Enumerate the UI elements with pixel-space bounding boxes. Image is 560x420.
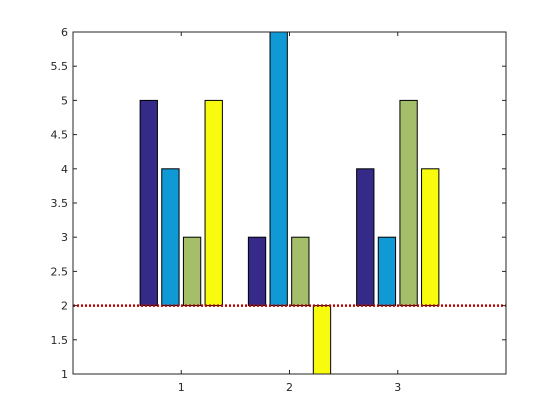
y-axis-ticks: 1 1.5 2 2.5 3 3.5 4 4.5 5 5.5 6: [51, 26, 506, 381]
y-tick-label: 4: [61, 163, 68, 176]
bar-s2-c1: [161, 168, 180, 307]
bars-layer: [139, 31, 440, 375]
y-tick-label: 4.5: [51, 129, 69, 142]
y-tick-label: 5: [61, 94, 68, 107]
bar-s4-c1: [204, 99, 223, 307]
x-tick-label: 2: [286, 381, 293, 394]
bar-s2-c2: [269, 31, 288, 307]
x-tick-label: 1: [178, 381, 185, 394]
x-axis-ticks: 1 2 3: [178, 32, 401, 394]
y-tick-label: 1: [61, 368, 68, 381]
bar-s1-c2: [247, 236, 267, 307]
y-tick-label: 2: [61, 300, 68, 313]
bar-s1-c3: [356, 168, 375, 307]
bar-s2-c3: [377, 236, 397, 307]
bar-s3-c2: [291, 236, 310, 307]
bar-s4-c2: [312, 305, 332, 375]
y-tick-label: 3: [61, 231, 68, 244]
y-tick-label: 3.5: [51, 197, 69, 210]
axes-box: [72, 31, 507, 375]
bar-s4-c3: [421, 168, 440, 307]
y-tick-label: 5.5: [51, 60, 69, 73]
bar-s1-c1: [139, 99, 158, 307]
x-tick-label: 3: [394, 381, 401, 394]
y-tick-label: 2.5: [51, 265, 69, 278]
y-tick-label: 1.5: [51, 334, 69, 347]
y-tick-label: 6: [61, 26, 68, 39]
bar-s3-c1: [182, 236, 202, 307]
bar-s3-c3: [399, 99, 418, 307]
